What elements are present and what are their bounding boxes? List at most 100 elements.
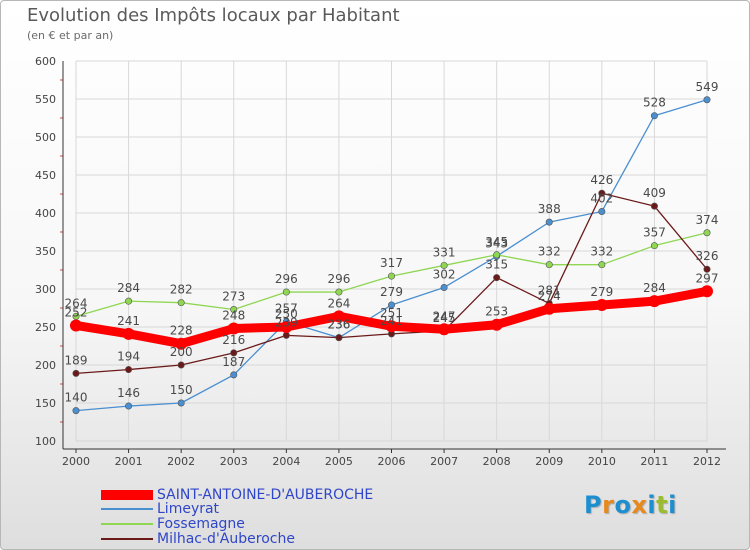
data-label: 281	[538, 283, 561, 297]
data-point	[177, 399, 185, 407]
data-label: 302	[433, 267, 456, 281]
data-label: 236	[327, 318, 350, 332]
data-label: 239	[275, 315, 298, 329]
x-tick-label: 2006	[378, 455, 406, 468]
data-label: 317	[380, 256, 403, 270]
data-label: 296	[327, 272, 350, 286]
data-label: 326	[696, 249, 719, 263]
data-label: 257	[275, 302, 298, 316]
legend-label: Milhac-d'Auberoche	[157, 530, 295, 547]
data-point	[230, 349, 238, 357]
data-point	[701, 285, 713, 298]
data-label: 332	[590, 245, 613, 259]
data-label: 248	[222, 309, 245, 323]
data-label: 296	[275, 272, 298, 286]
data-label: 189	[65, 353, 88, 367]
y-tick-label: 150	[35, 397, 56, 410]
data-label: 253	[485, 305, 508, 319]
data-label: 284	[117, 281, 140, 295]
logo-letter: t	[656, 491, 669, 519]
data-point	[387, 272, 395, 280]
data-label: 297	[696, 271, 719, 285]
data-label: 332	[538, 245, 561, 259]
logo-letter: i	[647, 491, 657, 519]
data-label: 282	[170, 283, 193, 297]
x-tick-label: 2010	[588, 455, 616, 468]
data-label: 264	[327, 296, 350, 310]
data-point	[227, 322, 240, 335]
data-point	[440, 261, 448, 269]
y-tick-label: 550	[35, 93, 56, 106]
legend-swatch	[101, 537, 153, 540]
logo-letter: o	[614, 491, 632, 519]
y-tick-label: 500	[35, 131, 56, 144]
logo-letter: i	[668, 491, 677, 519]
legend-label: Limeyrat	[157, 500, 220, 517]
data-label: 402	[590, 191, 613, 205]
data-point	[282, 331, 290, 339]
data-point	[177, 299, 185, 307]
data-label: 273	[222, 290, 245, 304]
logo-letter: r	[602, 491, 615, 519]
data-label: 241	[380, 314, 403, 328]
data-label: 549	[696, 80, 719, 94]
data-point	[175, 337, 188, 350]
data-label: 187	[222, 355, 245, 369]
y-tick-label: 250	[35, 321, 56, 334]
chart-subtitle: (en € et par an)	[27, 29, 114, 42]
data-label: 251	[380, 306, 403, 320]
data-point	[125, 366, 133, 374]
data-point	[703, 229, 711, 237]
data-label: 409	[643, 186, 666, 200]
data-point	[125, 402, 133, 410]
data-point	[543, 302, 556, 315]
data-label: 528	[643, 96, 666, 110]
data-point	[545, 218, 553, 226]
data-label: 146	[117, 386, 140, 400]
data-point	[72, 369, 80, 377]
y-tick-label: 300	[35, 283, 56, 296]
data-label: 315	[485, 258, 508, 272]
data-point	[72, 407, 80, 415]
legend-item-limeyrat: Limeyrat	[101, 500, 220, 517]
data-point	[335, 334, 343, 342]
data-label: 279	[590, 285, 613, 299]
legend-label: Fossemagne	[157, 515, 245, 532]
y-tick-label: 200	[35, 359, 56, 372]
data-point	[650, 242, 658, 250]
logo-letter: x	[631, 491, 648, 519]
y-tick-label: 400	[35, 207, 56, 220]
x-tick-label: 2008	[483, 455, 511, 468]
data-label: 345	[485, 235, 508, 249]
data-label: 426	[590, 173, 613, 187]
data-point	[595, 298, 608, 311]
data-point	[125, 297, 133, 305]
data-label: 252	[65, 305, 88, 319]
x-tick-label: 2007	[430, 455, 458, 468]
legend-swatch	[101, 489, 153, 500]
data-point	[493, 274, 501, 282]
legend-label: SAINT-ANTOINE-D'AUBEROCHE	[157, 486, 374, 503]
data-point	[70, 319, 82, 332]
data-label: 200	[170, 345, 193, 359]
y-tick-label: 100	[35, 435, 56, 448]
data-point	[230, 371, 238, 379]
data-label: 241	[117, 314, 140, 328]
data-point	[703, 265, 711, 273]
data-label: 284	[643, 281, 666, 295]
data-label: 343	[485, 236, 508, 250]
data-point	[598, 207, 606, 215]
data-point	[230, 306, 238, 314]
y-tick-label: 600	[35, 55, 56, 68]
data-label: 374	[696, 213, 719, 227]
proxiti-logo: Proxiti	[584, 491, 677, 519]
x-tick-label: 2011	[640, 455, 668, 468]
data-point	[493, 251, 501, 259]
legend-swatch	[101, 507, 153, 510]
x-tick-label: 2000	[62, 455, 90, 468]
data-label: 357	[643, 226, 666, 240]
x-tick-label: 2005	[325, 455, 353, 468]
data-point	[490, 318, 503, 331]
